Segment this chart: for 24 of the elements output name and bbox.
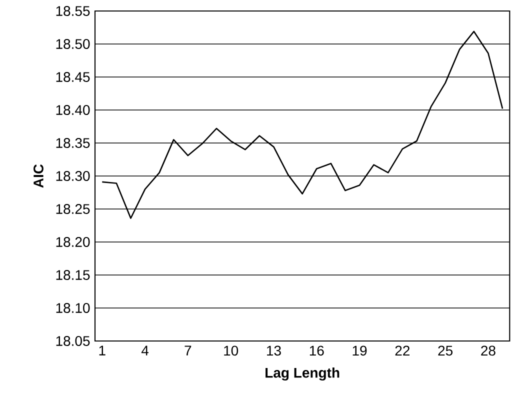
y-tick-label: 18.40 xyxy=(56,105,90,115)
y-tick-label: 18.05 xyxy=(56,336,90,346)
y-tick-label: 18.30 xyxy=(56,171,90,181)
x-axis-title: Lag Length xyxy=(266,367,340,381)
x-tick-label: 16 xyxy=(310,346,324,356)
x-tick-label: 7 xyxy=(184,346,192,356)
y-tick-label: 18.20 xyxy=(56,237,90,247)
y-tick-label: 18.15 xyxy=(56,270,90,280)
y-tick-label: 18.55 xyxy=(56,6,90,16)
x-tick-label: 19 xyxy=(352,346,367,356)
x-tick-label: 28 xyxy=(481,346,496,356)
x-tick-label: 4 xyxy=(141,346,149,356)
y-tick-label: 18.45 xyxy=(56,72,90,82)
x-tick-label: 1 xyxy=(99,346,106,356)
x-tick-label: 22 xyxy=(395,346,410,356)
y-tick-label: 18.50 xyxy=(56,39,90,49)
x-tick-label: 25 xyxy=(438,346,453,356)
y-axis-title: AIC xyxy=(34,164,44,188)
y-tick-label: 18.35 xyxy=(56,138,90,148)
y-tick-label: 18.10 xyxy=(56,303,90,313)
x-tick-label: 13 xyxy=(267,346,281,356)
x-tick-label: 10 xyxy=(224,346,238,356)
line-series xyxy=(101,30,504,219)
y-tick-label: 18.25 xyxy=(56,204,90,214)
